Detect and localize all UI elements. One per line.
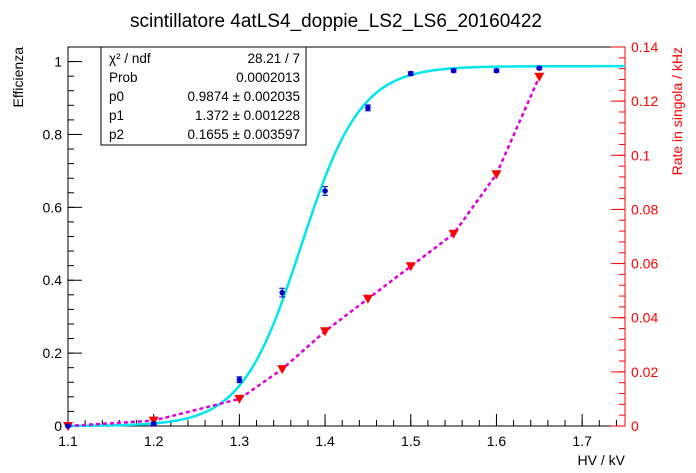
x-axis-label: HV / kV [578,452,626,468]
y-left-tick-label: 0.2 [43,345,63,361]
stats-value: 28.21 / 7 [247,51,300,66]
stats-label: p2 [109,127,124,142]
efficiency-point [536,65,543,71]
rate-point [277,365,288,375]
y-right-tick-label: 0.1 [631,147,651,163]
rate-connecting-line [67,76,541,428]
stats-value: 0.0002013 [236,70,300,85]
stats-value: 0.1655 ± 0.003597 [187,127,300,142]
x-tick-label: 1.6 [487,433,507,449]
stats-label: p0 [109,89,124,104]
y-axis-right: 0 0.02 0.04 0.06 0.08 0.1 0.12 0.14 [611,39,658,434]
efficiency-series-layer [65,65,543,429]
fit-curve [67,64,625,428]
efficiency-point [450,67,457,74]
stats-label: Prob [109,70,138,85]
stats-value: 0.9874 ± 0.002035 [187,89,300,104]
rate-point [491,170,502,180]
x-tick-label: 1.2 [144,433,164,449]
rate-point [234,394,245,404]
y-axis-left-label: Efficienza [10,47,26,108]
fit-curve-layer [67,64,625,428]
x-axis: 1.1 1.2 1.3 1.4 1.5 1.6 1.7 [58,414,625,449]
y-axis-left: 0 0.2 0.4 0.6 0.8 1 [43,46,82,434]
efficiency-point [365,105,371,111]
efficiency-point [236,376,243,383]
y-right-tick-label: 0.04 [631,310,658,326]
rate-series-layer [63,72,545,431]
efficiency-point [65,423,71,429]
y-right-tick-label: 0.12 [631,93,658,109]
y-right-tick-label: 0.14 [631,39,658,55]
rate-point [448,229,459,239]
y-right-tick-label: 0 [631,418,639,434]
stats-label: p1 [109,108,124,123]
efficiency-point [150,421,157,427]
rate-point [534,72,545,82]
efficiency-point [279,289,286,296]
y-left-tick-label: 0.6 [43,199,63,215]
x-tick-label: 1.1 [58,433,78,449]
rate-point [320,327,331,337]
x-tick-label: 1.7 [572,433,592,449]
fit-stats-box: χ² / ndf 28.21 / 7 Prob 0.0002013 p0 0.9874 ±… [100,46,307,146]
y-right-tick-label: 0.08 [631,201,658,217]
y-axis-right-label: Rate in singola / kHz [669,47,685,175]
y-right-tick-label: 0.06 [631,256,658,272]
y-left-tick-label: 0.4 [43,272,63,288]
x-tick-label: 1.4 [315,433,335,449]
x-tick-label: 1.3 [230,433,250,449]
efficiency-point [407,70,414,77]
efficiency-point [322,188,328,194]
y-left-tick-label: 1 [54,54,62,70]
y-left-tick-label: 0.8 [43,126,63,142]
rate-point [405,262,416,272]
stats-value: 1.372 ± 0.001228 [195,108,300,123]
x-tick-label: 1.5 [401,433,421,449]
efficiency-point [493,67,500,74]
rate-point [362,294,373,304]
chart-title: scintillatore 4atLS4_doppie_LS2_LS6_2016… [130,11,542,32]
stats-box-frame [100,46,307,146]
y-left-tick-label: 0 [54,418,62,434]
stats-label: χ² / ndf [109,51,151,66]
y-right-tick-label: 0.02 [631,364,658,380]
